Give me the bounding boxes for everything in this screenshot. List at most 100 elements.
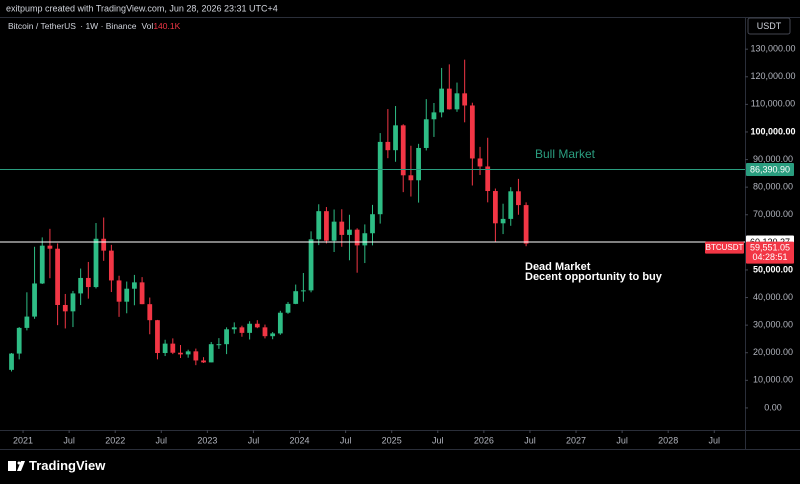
candle-body [170, 343, 176, 353]
candle-body [62, 304, 68, 312]
last-price-name-tag [705, 241, 744, 254]
x-tick-label: Jul [709, 435, 721, 445]
candle-body [124, 288, 130, 302]
y-tick-label: 10,000.00 [753, 375, 793, 385]
x-tick-label: Jul [524, 435, 536, 445]
y-tick-label: 70,000.00 [753, 209, 793, 219]
x-tick-label: 2024 [290, 435, 310, 445]
attribution: exitpump created with TradingView.com, J… [6, 3, 278, 13]
y-tick-label: 0.00 [764, 402, 782, 412]
candle-body [24, 316, 30, 328]
candle-body [493, 191, 498, 224]
candle-body [508, 191, 514, 219]
candle-body [362, 233, 368, 246]
y-tick-label: 40,000.00 [753, 292, 793, 302]
candle-body [469, 105, 475, 159]
brand: TradingView [29, 458, 106, 473]
candle-body [93, 238, 99, 288]
y-tick-label: 120,000.00 [750, 71, 795, 81]
candle-body [477, 158, 483, 167]
interval: 1W [85, 21, 98, 31]
candle-body [285, 303, 291, 313]
x-tick-label: 2022 [105, 435, 125, 445]
y-tick-label: 20,000.00 [753, 347, 793, 357]
candle-body [39, 245, 45, 284]
candle-body [354, 229, 360, 246]
symbol-header: Bitcoin / TetherUS · 1W · Binance Vol140.… [8, 21, 181, 31]
candle-body [162, 343, 168, 354]
candle-body [254, 323, 260, 328]
candle-body [216, 344, 222, 346]
volume: 140.1K [153, 21, 180, 31]
candle-body [55, 248, 60, 305]
x-tick-label: 2026 [474, 435, 494, 445]
candle-body [316, 211, 322, 240]
candle-body [147, 304, 153, 321]
candle-body [300, 290, 306, 292]
currency: USDT [757, 21, 782, 31]
candle-body [193, 351, 199, 361]
last-price-tag [746, 241, 794, 264]
exchange: Binance [106, 21, 137, 31]
y-tick-label: 50,000.00 [753, 264, 793, 274]
countdown: 04:28:51 [752, 252, 787, 262]
x-tick-label: 2021 [13, 435, 33, 445]
candle-body [108, 250, 114, 281]
candle-body [85, 277, 91, 288]
candle-body [347, 229, 352, 235]
candle-body [270, 333, 276, 337]
volume-label: Vol [141, 21, 153, 31]
candle-body [16, 327, 22, 354]
candle-body [70, 293, 76, 312]
level-label: 86,390.90 [750, 164, 790, 174]
candle-body [116, 280, 122, 302]
x-tick-label: Jul [248, 435, 260, 445]
candle-body [262, 327, 268, 337]
candle-body [485, 166, 491, 192]
y-tick-label: 130,000.00 [750, 44, 795, 54]
annotation-buy: Decent opportunity to buy [525, 271, 663, 283]
x-tick-label: Jul [432, 435, 444, 445]
candle-body [101, 238, 107, 251]
x-tick-label: 2027 [566, 435, 586, 445]
candle-body [339, 221, 345, 235]
candle-body [239, 327, 245, 333]
candle-body [446, 88, 452, 110]
candle-body [277, 312, 283, 334]
candles [9, 59, 529, 372]
logo-mark [17, 461, 25, 471]
logo-mark [17, 461, 21, 465]
candle-body [224, 329, 229, 345]
candle-body [431, 112, 437, 120]
candle-body [331, 221, 337, 241]
candle-body [78, 277, 84, 294]
candle-body [370, 214, 375, 234]
candle-body [231, 327, 237, 330]
y-tick-label: 80,000.00 [753, 182, 793, 192]
y-tick-label: 30,000.00 [753, 320, 793, 330]
candle-body [393, 125, 398, 151]
currency-box[interactable] [747, 17, 791, 35]
logo-mark [8, 461, 16, 471]
candle-body [423, 119, 429, 148]
candle-body [208, 344, 214, 363]
candle-body [462, 93, 468, 106]
candle-body [516, 191, 521, 206]
candle-body [155, 320, 160, 354]
candle-body [293, 291, 299, 304]
x-tick-label: 2025 [382, 435, 402, 445]
x-tick-label: Jul [63, 435, 75, 445]
candle-body [185, 351, 191, 355]
candle-body [408, 175, 414, 181]
candle-body [9, 353, 14, 370]
candle-body [400, 125, 406, 176]
symbol: Bitcoin / TetherUS [8, 21, 76, 31]
x-tick-label: 2028 [658, 435, 678, 445]
candle-body [132, 282, 137, 289]
candle-body [377, 141, 383, 215]
candle-body [385, 141, 391, 151]
candle-body [47, 245, 53, 249]
y-tick-label: 90,000.00 [753, 154, 793, 164]
y-tick-label: 110,000.00 [751, 99, 795, 109]
